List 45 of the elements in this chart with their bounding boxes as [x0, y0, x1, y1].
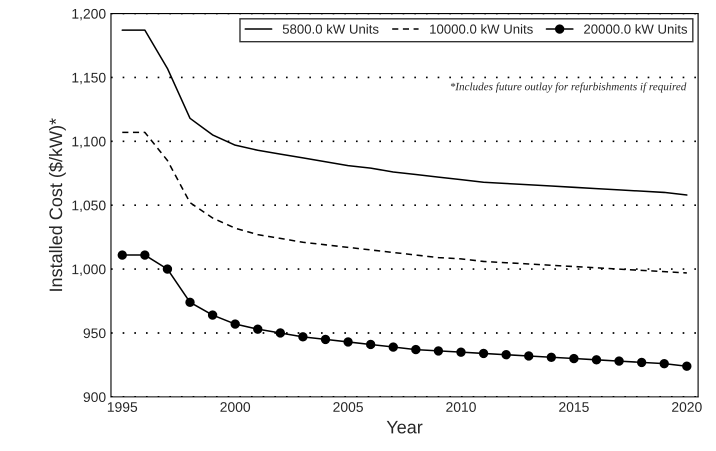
y-tick-label: 1,100	[72, 136, 106, 148]
annotation: *Includes future outlay for refurbishments if required	[450, 82, 686, 93]
point	[343, 337, 353, 347]
y-tick-label: 950	[84, 328, 106, 338]
point	[546, 352, 556, 362]
y-tick-label: 900	[84, 392, 106, 402]
point	[614, 356, 624, 366]
point	[388, 342, 398, 352]
point	[682, 362, 692, 371]
y-axis-title: Installed Cost ($/kW)*	[48, 118, 66, 291]
x-tick-label: 2015	[559, 402, 589, 412]
legend-label: 5800.0 kW Units	[282, 24, 379, 34]
point	[298, 332, 308, 342]
point	[411, 344, 421, 354]
point	[592, 355, 602, 365]
point	[185, 298, 195, 308]
point	[478, 348, 488, 358]
x-tick-label: 2000	[220, 402, 250, 412]
x-tick-label: 2020	[672, 402, 702, 412]
point	[660, 358, 669, 368]
point	[636, 358, 646, 368]
x-axis-title: Year	[386, 420, 422, 434]
point	[524, 351, 534, 361]
x-tick-label: 1995	[108, 402, 138, 412]
legend-label: 20000.0 kW Units	[584, 24, 688, 34]
point	[118, 250, 127, 260]
point	[434, 346, 444, 356]
y-tick-label: 1,000	[72, 264, 106, 276]
y-tick-label: 1,150	[72, 72, 106, 84]
point	[208, 310, 218, 320]
point	[366, 340, 376, 350]
y-tick-label: 1,050	[72, 200, 106, 212]
point	[162, 264, 172, 274]
point	[253, 324, 262, 334]
point	[276, 328, 286, 338]
point	[456, 347, 466, 357]
point	[230, 319, 240, 329]
point	[569, 354, 579, 364]
y-tick-label: 1,200	[72, 8, 106, 20]
x-tick-label: 2010	[446, 402, 476, 412]
point	[320, 334, 330, 344]
point	[140, 250, 150, 260]
point	[501, 350, 511, 360]
legend-label: 10000.0 kW Units	[430, 24, 533, 34]
x-tick-label: 2005	[333, 402, 363, 412]
